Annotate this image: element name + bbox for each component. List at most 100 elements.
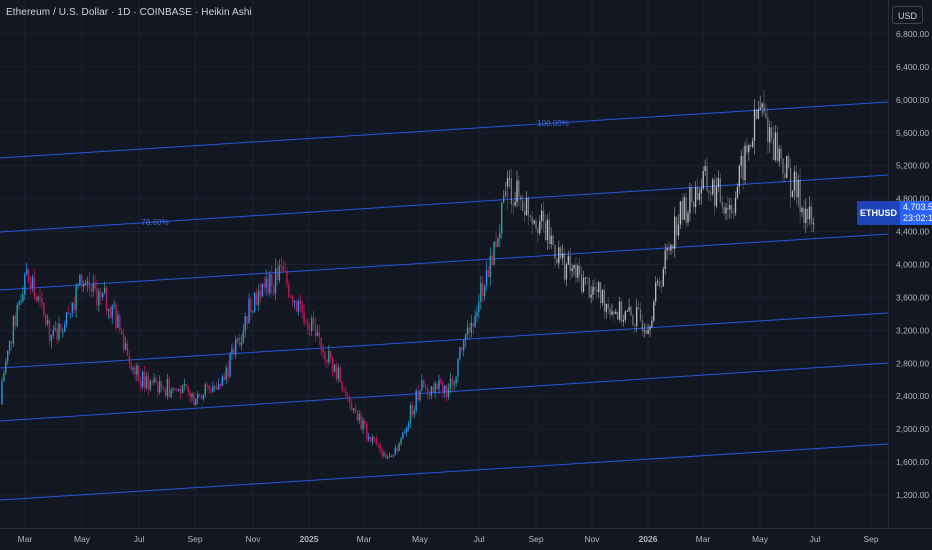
channel-line	[0, 312, 889, 369]
candle	[168, 379, 170, 397]
candle	[440, 380, 442, 383]
candle	[5, 361, 7, 374]
projection-candle	[670, 244, 672, 251]
currency-button[interactable]: USD	[892, 6, 923, 24]
candle	[417, 390, 419, 401]
projection-candle	[799, 179, 801, 213]
projection-candle	[698, 193, 701, 200]
candle	[208, 386, 210, 389]
y-tick-label: 3,200.00	[896, 325, 929, 335]
projection-candle	[592, 286, 594, 295]
candle	[499, 232, 501, 239]
candle	[457, 359, 459, 377]
projection-candle	[558, 247, 560, 264]
candle	[20, 300, 22, 302]
y-tick-label: 2,800.00	[896, 358, 929, 368]
projection-candle	[658, 281, 661, 287]
projection-candle	[535, 220, 537, 229]
projection-candle	[693, 202, 695, 208]
projection-candle	[744, 145, 746, 180]
candle	[311, 318, 313, 332]
candle	[432, 386, 434, 393]
candle	[198, 394, 201, 397]
projection-candle	[647, 329, 649, 334]
candle	[170, 389, 172, 397]
candle	[126, 343, 129, 356]
candle	[425, 387, 427, 389]
candle	[24, 274, 26, 295]
candle	[466, 327, 469, 335]
candle	[174, 388, 176, 391]
candle	[52, 329, 54, 336]
projection-candle	[653, 301, 655, 321]
y-tick-label: 1,200.00	[896, 490, 929, 500]
candle	[149, 380, 151, 390]
candle	[501, 203, 503, 233]
candle	[337, 367, 339, 379]
projection-candle	[622, 319, 625, 322]
candle	[100, 291, 102, 298]
candle	[67, 312, 70, 314]
x-tick-label: Mar	[18, 534, 33, 544]
candle	[339, 367, 341, 383]
projection-candle	[525, 198, 528, 216]
candle	[178, 389, 180, 392]
projection-candle	[580, 274, 583, 292]
projection-candle	[550, 235, 552, 245]
projection-candle	[579, 265, 581, 275]
candle	[267, 278, 269, 294]
candle	[497, 238, 499, 247]
candle	[56, 328, 58, 340]
candle	[204, 384, 206, 395]
projection-candle	[668, 248, 670, 251]
candle	[428, 393, 431, 396]
projection-candle	[801, 207, 803, 213]
candle	[200, 396, 203, 399]
candle	[250, 299, 252, 312]
projection-candle	[784, 173, 786, 178]
candle	[322, 349, 324, 353]
x-tick-label: Sep	[187, 534, 202, 544]
candle	[468, 327, 471, 333]
projection-candle	[624, 311, 626, 320]
candle	[280, 265, 282, 267]
projection-candle	[537, 228, 539, 234]
candle	[271, 274, 273, 287]
candle	[430, 386, 433, 396]
candle	[115, 304, 117, 328]
projection-candle	[712, 179, 714, 195]
candle	[191, 393, 193, 398]
candle	[360, 414, 362, 430]
candle	[157, 382, 159, 393]
candle	[248, 299, 250, 324]
projection-candle	[706, 165, 708, 191]
projection-candle	[556, 258, 558, 264]
projection-candle	[641, 320, 644, 331]
candle	[318, 332, 320, 338]
projection-candle	[510, 178, 512, 205]
candle	[130, 362, 132, 370]
projection-candle	[655, 282, 657, 302]
x-tick-label: Jul	[474, 534, 485, 544]
candle	[451, 378, 453, 385]
projection-candle	[516, 180, 518, 203]
projection-candle	[710, 192, 712, 195]
projection-candle	[506, 178, 509, 187]
projection-candle	[531, 216, 533, 224]
candle	[295, 301, 298, 312]
channel-line	[0, 233, 889, 291]
projection-candle	[691, 187, 693, 203]
projection-candle	[788, 156, 790, 168]
projection-candle	[533, 220, 535, 224]
projection-candle	[636, 307, 638, 326]
candle	[96, 288, 98, 306]
candle	[122, 334, 125, 350]
x-tick-label: May	[412, 534, 429, 544]
projection-candle	[582, 277, 585, 292]
candle	[335, 364, 338, 379]
candle	[303, 312, 305, 323]
projection-candle	[613, 311, 615, 315]
candle	[79, 274, 81, 286]
